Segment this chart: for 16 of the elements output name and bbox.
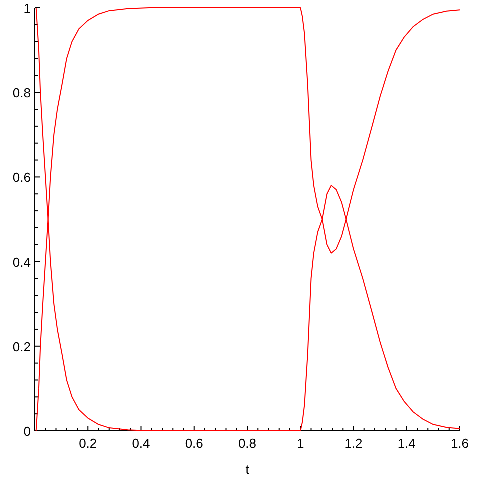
y-tick-label: 0.6 — [12, 170, 31, 186]
y-tick-label: 0 — [24, 424, 31, 439]
y-tick-label: 0.4 — [12, 254, 31, 270]
y-tick-label: 0.8 — [12, 86, 31, 101]
x-tick-label: 1.4 — [398, 436, 416, 451]
y-tick-label: 1 — [24, 1, 31, 16]
x-tick-label: 0.4 — [132, 436, 150, 451]
line-series — [36, 8, 460, 432]
x-tick-label: 1.6 — [450, 436, 470, 451]
x-axis-title: t — [246, 462, 250, 477]
x-tick-label: 1 — [297, 436, 304, 451]
x-tick-label: 0.2 — [79, 436, 98, 451]
x-tick-label: 1.2 — [344, 436, 363, 451]
x-tick-label: 0.6 — [185, 436, 204, 451]
y-tick-label: 0.2 — [12, 339, 31, 354]
x-tick-label: 0.8 — [238, 436, 257, 451]
